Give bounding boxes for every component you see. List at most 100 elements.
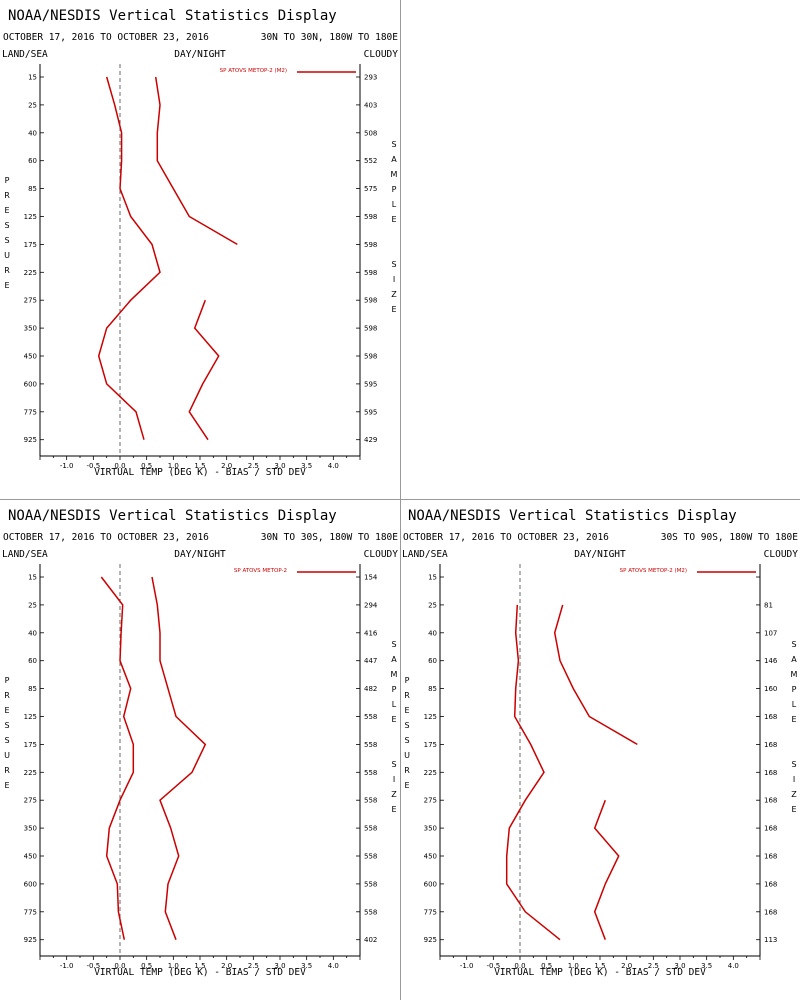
sample-size-label: 558: [364, 797, 377, 805]
header-day-night: DAY/NIGHT: [574, 549, 626, 560]
x-axis-label: VIRTUAL TEMP (DEG K) - BIAS / STD DEV: [94, 467, 306, 478]
y-axis-label-char: P: [5, 176, 10, 185]
x-tick-label: 2.5: [248, 462, 259, 470]
chart-panel-90s: NOAA/NESDIS Vertical Statistics Display …: [400, 500, 800, 1000]
y-axis-right-label-char: L: [392, 700, 397, 709]
sample-size-label: 81: [764, 601, 773, 609]
pressure-level-label: 450: [424, 853, 437, 861]
x-tick-label: 3.0: [274, 462, 285, 470]
bias-series-line: [100, 576, 135, 940]
sample-size-label: 416: [364, 629, 378, 637]
pressure-level-label: 85: [28, 185, 37, 193]
x-tick-label: 2.0: [221, 462, 232, 470]
y-axis-label-char: R: [4, 691, 10, 700]
pressure-level-label: 25: [428, 601, 437, 609]
x-tick-label: 1.0: [168, 462, 179, 470]
y-axis-right-label-char: E: [391, 305, 396, 314]
stddev-series-line: [154, 76, 238, 246]
y-axis-right-label-char: I: [393, 275, 395, 284]
vertical-separator: [400, 0, 401, 1000]
header-day-night: DAY/NIGHT: [174, 49, 226, 60]
sample-size-label: 558: [364, 769, 377, 777]
sample-size-label: 429: [364, 436, 377, 444]
x-tick-label: 3.0: [274, 962, 285, 970]
y-axis-label-char: U: [4, 751, 10, 760]
y-axis-right-label-char: P: [392, 185, 397, 194]
sample-size-label: 402: [364, 936, 377, 944]
y-axis-label-char: S: [404, 721, 409, 730]
legend-label: SP ATOVS METOP-2 (M2): [220, 68, 287, 74]
y-axis-label-char: S: [4, 721, 9, 730]
pressure-level-label: 225: [24, 269, 37, 277]
sample-size-label: 146: [764, 657, 778, 665]
axes-group: -1.0 -0.5 0.0 0.5 1.0 1.5 2.0 2.5 3.0 3.5 4.0 15 25 8…: [404, 564, 798, 970]
header-land-sea: LAND/SEA: [402, 549, 448, 560]
pressure-level-label: 275: [24, 797, 37, 805]
y-axis-right-label-char: M: [791, 670, 798, 679]
x-tick-label: 4.0: [728, 962, 739, 970]
x-tick-label: 3.5: [301, 962, 312, 970]
x-tick-label: 0.0: [514, 962, 525, 970]
y-axis-right-label-char: Z: [391, 790, 397, 799]
y-axis-right-label-char: L: [392, 200, 397, 209]
sample-size-label: 168: [764, 853, 777, 861]
sample-size-label: 154: [364, 574, 378, 582]
y-axis-right-label-char: S: [391, 640, 396, 649]
x-axis-label: VIRTUAL TEMP (DEG K) - BIAS / STD DEV: [494, 967, 706, 978]
pressure-level-label: 925: [24, 436, 37, 444]
x-tick-label: 0.0: [114, 462, 125, 470]
x-tick-label: -0.5: [86, 462, 100, 470]
y-axis-label-char: E: [4, 281, 9, 290]
y-axis-label-char: R: [404, 766, 410, 775]
x-tick-label: -1.0: [60, 462, 74, 470]
pressure-level-label: 350: [424, 825, 437, 833]
y-axis-right-label-char: Z: [791, 790, 797, 799]
x-tick-label: 0.5: [541, 962, 552, 970]
chart-title: NOAA/NESDIS Vertical Statistics Display: [8, 8, 337, 24]
x-tick-label: 1.5: [194, 962, 205, 970]
y-axis-label-char: P: [405, 676, 410, 685]
sample-size-label: 482: [364, 685, 377, 693]
y-axis-right-label-char: E: [791, 805, 796, 814]
chart-subtitle: OCTOBER 17, 2016 TO OCTOBER 23, 2016: [3, 532, 209, 543]
pressure-level-label: 775: [424, 908, 437, 916]
marks-group: [100, 576, 207, 940]
y-axis-right-label-char: E: [791, 715, 796, 724]
y-axis-label-char: U: [4, 251, 10, 260]
x-tick-label: 0.0: [114, 962, 125, 970]
pressure-level-label: 600: [24, 380, 37, 388]
chart-svg-30n: NOAA/NESDIS Vertical Statistics Display …: [2, 8, 398, 478]
y-axis-right-label-char: M: [391, 670, 398, 679]
y-axis-right-label-char: S: [391, 260, 396, 269]
sample-size-label: 558: [364, 825, 377, 833]
chart-panel-30n: NOAA/NESDIS Vertical Statistics Display …: [0, 0, 400, 500]
sample-size-label: 598: [364, 325, 377, 333]
x-tick-label: -1.0: [460, 962, 474, 970]
sample-size-label: 168: [764, 741, 777, 749]
x-tick-label: 2.0: [221, 962, 232, 970]
y-axis-label-char: E: [404, 706, 409, 715]
chart-panel-30s: NOAA/NESDIS Vertical Statistics Display …: [0, 500, 400, 1000]
pressure-level-label: 600: [24, 880, 37, 888]
pressure-level-label: 60: [28, 657, 37, 665]
sample-size-label: 558: [364, 853, 377, 861]
sample-size-label: 508: [364, 129, 377, 137]
chart-svg-30s: NOAA/NESDIS Vertical Statistics Display …: [2, 508, 398, 978]
y-axis-right-label-char: S: [791, 640, 796, 649]
y-axis-right-label-char: P: [792, 685, 797, 694]
sample-size-label: 598: [364, 297, 377, 305]
pressure-level-label: 25: [28, 601, 37, 609]
pressure-level-label: 350: [24, 825, 37, 833]
legend-label: SP ATOVS METOP-2: [234, 568, 287, 574]
pressure-level-label: 450: [24, 353, 37, 361]
chart-svg-90s: NOAA/NESDIS Vertical Statistics Display …: [402, 508, 798, 978]
sample-size-label: 595: [364, 408, 377, 416]
x-tick-label: 0.5: [141, 962, 152, 970]
pressure-level-label: 275: [424, 797, 437, 805]
sample-size-label: 107: [764, 629, 777, 637]
x-tick-label: 2.0: [621, 962, 632, 970]
sample-size-label: 558: [364, 713, 377, 721]
y-axis-right-label-char: S: [791, 760, 796, 769]
pressure-level-label: 925: [24, 936, 37, 944]
x-tick-label: -0.5: [486, 962, 500, 970]
